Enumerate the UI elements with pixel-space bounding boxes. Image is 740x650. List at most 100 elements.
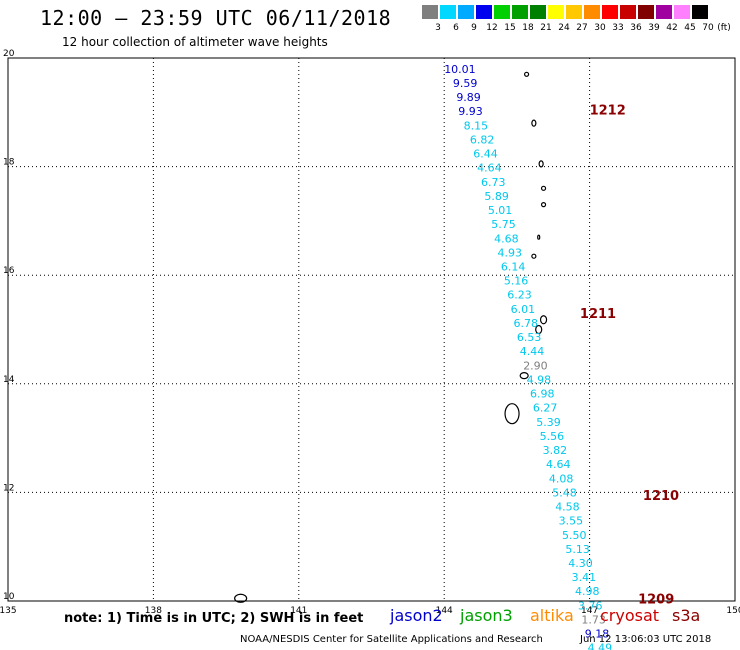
scale-label: 45 <box>684 23 696 33</box>
longitude-tick-label: 147 <box>581 606 598 616</box>
scale-swatch <box>548 5 564 19</box>
latitude-tick-label: 12 <box>3 483 14 493</box>
wave-height-label: 4.98 <box>575 585 600 598</box>
wave-height-label: 6.53 <box>517 331 542 344</box>
scale-label: 18 <box>522 23 534 33</box>
scale-swatch <box>620 5 636 19</box>
wave-height-label: 4.68 <box>494 232 519 245</box>
scale-swatch <box>584 5 600 19</box>
longitude-tick-label: 138 <box>145 606 162 616</box>
scale-swatch <box>566 5 582 19</box>
scale-label: 33 <box>612 23 624 33</box>
scale-swatch <box>476 5 492 19</box>
scale-label: 36 <box>630 23 642 33</box>
scale-label: 30 <box>594 23 606 33</box>
scale-label: 3 <box>435 23 441 33</box>
wave-height-label: 5.16 <box>504 275 528 288</box>
wave-height-label: 5.13 <box>565 543 590 556</box>
scale-swatch <box>656 5 672 19</box>
page-subtitle: 12 hour collection of altimeter wave hei… <box>62 35 328 49</box>
island-outline <box>535 324 543 335</box>
scale-swatch <box>638 5 654 19</box>
latitude-tick-label: 16 <box>3 266 15 276</box>
wave-height-label: 5.89 <box>484 190 509 203</box>
island-outline <box>540 185 547 191</box>
scale-swatch <box>692 5 708 19</box>
wave-height-label: 4.58 <box>555 501 580 514</box>
wave-height-label: 6.44 <box>473 148 498 161</box>
wave-height-label: 6.23 <box>507 289 532 302</box>
satellite-legend-jason2: jason2 <box>390 606 443 625</box>
wave-height-label: 6.82 <box>470 133 495 146</box>
wave-height-label: 3.82 <box>543 444 568 457</box>
pass-time-label: 1209 <box>638 592 674 607</box>
wave-height-label: 3.41 <box>572 571 597 584</box>
satellite-legend-jason3: jason3 <box>460 606 513 625</box>
island-outline <box>519 372 529 380</box>
island-outline <box>539 315 548 325</box>
footer-credit: NOAA/NESDIS Center for Satellite Applica… <box>240 634 543 645</box>
island-outline <box>531 253 537 259</box>
island-outline <box>540 202 547 208</box>
island-outline <box>537 234 541 240</box>
scale-label: 21 <box>540 23 552 33</box>
scale-swatch <box>422 5 438 19</box>
footer-timestamp: Jun 12 13:06:03 UTC 2018 <box>580 634 712 645</box>
wave-height-label: 5.39 <box>536 416 561 429</box>
pass-time-label: 1211 <box>580 307 616 322</box>
wave-height-label: 6.98 <box>530 388 555 401</box>
scale-swatch <box>512 5 528 19</box>
pass-time-label: 1212 <box>590 104 626 119</box>
scale-unit: (ft) <box>717 23 731 33</box>
wave-height-label: 6.78 <box>514 317 539 330</box>
wave-height-label: 9.89 <box>456 91 481 104</box>
wave-height-label: 9.93 <box>458 105 483 118</box>
scale-label: 9 <box>471 23 477 33</box>
units-note: note: 1) Time is in UTC; 2) SWH is in fe… <box>64 611 364 626</box>
scale-label: 24 <box>558 23 570 33</box>
wave-height-label: 5.01 <box>488 204 513 217</box>
scale-label: 12 <box>486 23 498 33</box>
satellite-legend-s3a: s3a <box>672 606 701 625</box>
wave-height-label: 5.50 <box>562 529 587 542</box>
pass-time-label: 1210 <box>643 489 679 504</box>
scale-swatch <box>440 5 456 19</box>
scale-label: 27 <box>576 23 588 33</box>
wave-height-label: 5.75 <box>491 218 515 231</box>
wave-height-label: 1.73 <box>581 613 606 626</box>
wave-height-label: 6.27 <box>533 402 558 415</box>
page-title: 12:00 – 23:59 UTC 06/11/2018 <box>40 6 392 30</box>
island-outline <box>504 403 520 425</box>
scale-label: 15 <box>504 23 516 33</box>
scale-swatch <box>602 5 618 19</box>
latitude-tick-label: 18 <box>3 158 15 168</box>
scale-label: 6 <box>453 23 459 33</box>
wave-height-label: 3.76 <box>578 599 603 612</box>
longitude-tick-label: 144 <box>436 606 453 616</box>
wave-height-label: 4.64 <box>477 162 502 175</box>
wave-height-label: 4.08 <box>549 472 574 485</box>
wave-height-label: 4.98 <box>527 373 552 386</box>
island-outline <box>531 119 537 127</box>
wave-height-label: 4.64 <box>546 458 571 471</box>
wave-height-label: 5.56 <box>540 430 565 443</box>
wave-height-label: 5.48 <box>552 486 577 499</box>
wave-height-label: 3.55 <box>559 515 584 528</box>
island-outline <box>234 593 248 603</box>
wave-height-label: 8.15 <box>464 119 489 132</box>
latitude-tick-label: 10 <box>3 592 15 602</box>
scale-swatch <box>530 5 546 19</box>
longitude-tick-label: 150 <box>726 606 740 616</box>
satellite-legend-altika: altika <box>530 606 574 625</box>
island-outline <box>523 71 530 77</box>
wave-height-label: 4.93 <box>498 246 522 259</box>
wave-height-label: 6.01 <box>511 303 536 316</box>
scale-label: 39 <box>648 23 660 33</box>
wave-height-label: 4.49 <box>588 642 613 650</box>
wave-height-label: 4.44 <box>520 345 545 358</box>
longitude-tick-label: 141 <box>290 606 307 616</box>
scale-swatch <box>458 5 474 19</box>
wave-height-label: 9.59 <box>453 77 478 90</box>
